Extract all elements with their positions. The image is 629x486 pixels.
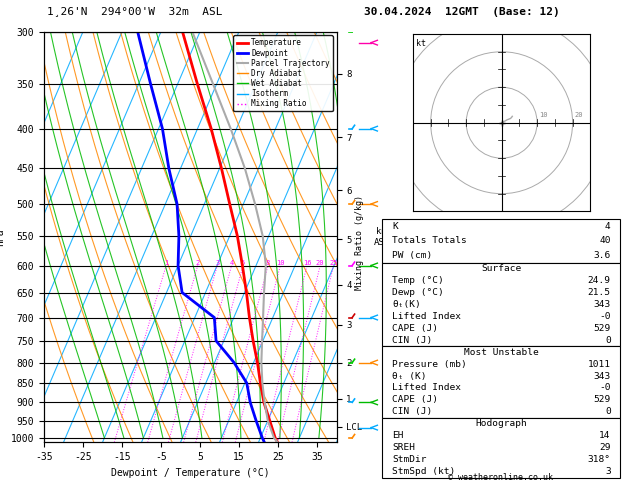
Bar: [382, 417, 620, 478]
Text: CAPE (J): CAPE (J): [392, 324, 438, 333]
Text: Lifted Index: Lifted Index: [392, 383, 461, 393]
Text: Mixing Ratio (g/kg): Mixing Ratio (g/kg): [355, 195, 364, 291]
Text: 0: 0: [605, 336, 611, 345]
Text: 343: 343: [593, 372, 611, 381]
Text: 1011: 1011: [587, 360, 611, 369]
Text: Totals Totals: Totals Totals: [392, 236, 467, 245]
X-axis label: Dewpoint / Temperature (°C): Dewpoint / Temperature (°C): [111, 468, 270, 478]
Text: 10: 10: [276, 260, 284, 265]
Text: SREH: SREH: [392, 443, 415, 452]
Text: Dewp (°C): Dewp (°C): [392, 288, 443, 297]
Legend: Temperature, Dewpoint, Parcel Trajectory, Dry Adiabat, Wet Adiabat, Isotherm, Mi: Temperature, Dewpoint, Parcel Trajectory…: [233, 35, 333, 111]
Text: Temp (°C): Temp (°C): [392, 276, 443, 285]
Text: 343: 343: [593, 300, 611, 309]
Y-axis label: km
ASL: km ASL: [374, 227, 390, 246]
Text: 4: 4: [230, 260, 234, 265]
Text: 8: 8: [266, 260, 270, 265]
Text: -0: -0: [599, 312, 611, 321]
Text: θₜ(K): θₜ(K): [392, 300, 421, 309]
Text: © weatheronline.co.uk: © weatheronline.co.uk: [448, 473, 552, 482]
Text: 10: 10: [539, 112, 547, 119]
Text: K: K: [392, 222, 398, 230]
Text: Most Unstable: Most Unstable: [464, 348, 538, 357]
Text: EH: EH: [392, 431, 403, 440]
Text: 20: 20: [316, 260, 325, 265]
Text: 529: 529: [593, 324, 611, 333]
Text: 21.5: 21.5: [587, 288, 611, 297]
Text: 1¸26'N  294°00'W  32m  ASL: 1¸26'N 294°00'W 32m ASL: [47, 7, 223, 17]
Text: kt: kt: [416, 39, 426, 48]
Text: 29: 29: [599, 443, 611, 452]
Text: Lifted Index: Lifted Index: [392, 312, 461, 321]
Y-axis label: hPa: hPa: [0, 228, 5, 246]
Text: 4: 4: [605, 222, 611, 230]
Text: 0: 0: [605, 407, 611, 416]
Text: Surface: Surface: [481, 264, 521, 273]
Text: 3: 3: [215, 260, 220, 265]
Text: Hodograph: Hodograph: [476, 419, 527, 428]
Text: CIN (J): CIN (J): [392, 407, 432, 416]
Bar: [382, 347, 620, 417]
Text: 3.6: 3.6: [593, 251, 611, 260]
Text: 3: 3: [605, 467, 611, 476]
Text: StmDir: StmDir: [392, 455, 426, 464]
Text: 16: 16: [303, 260, 311, 265]
Text: PW (cm): PW (cm): [392, 251, 432, 260]
Text: 529: 529: [593, 395, 611, 404]
Text: 40: 40: [599, 236, 611, 245]
Text: 2: 2: [196, 260, 200, 265]
Text: 14: 14: [599, 431, 611, 440]
Text: StmSpd (kt): StmSpd (kt): [392, 467, 455, 476]
Text: 1: 1: [164, 260, 169, 265]
Text: 25: 25: [330, 260, 338, 265]
Text: 20: 20: [574, 112, 583, 119]
Text: CIN (J): CIN (J): [392, 336, 432, 345]
Bar: [382, 262, 620, 347]
Text: -0: -0: [599, 383, 611, 393]
Text: Pressure (mb): Pressure (mb): [392, 360, 467, 369]
Text: 24.9: 24.9: [587, 276, 611, 285]
Text: CAPE (J): CAPE (J): [392, 395, 438, 404]
Text: 30.04.2024  12GMT  (Base: 12): 30.04.2024 12GMT (Base: 12): [364, 7, 560, 17]
Bar: [382, 219, 620, 262]
Text: 318°: 318°: [587, 455, 611, 464]
Text: θₜ (K): θₜ (K): [392, 372, 426, 381]
Text: 5: 5: [241, 260, 245, 265]
